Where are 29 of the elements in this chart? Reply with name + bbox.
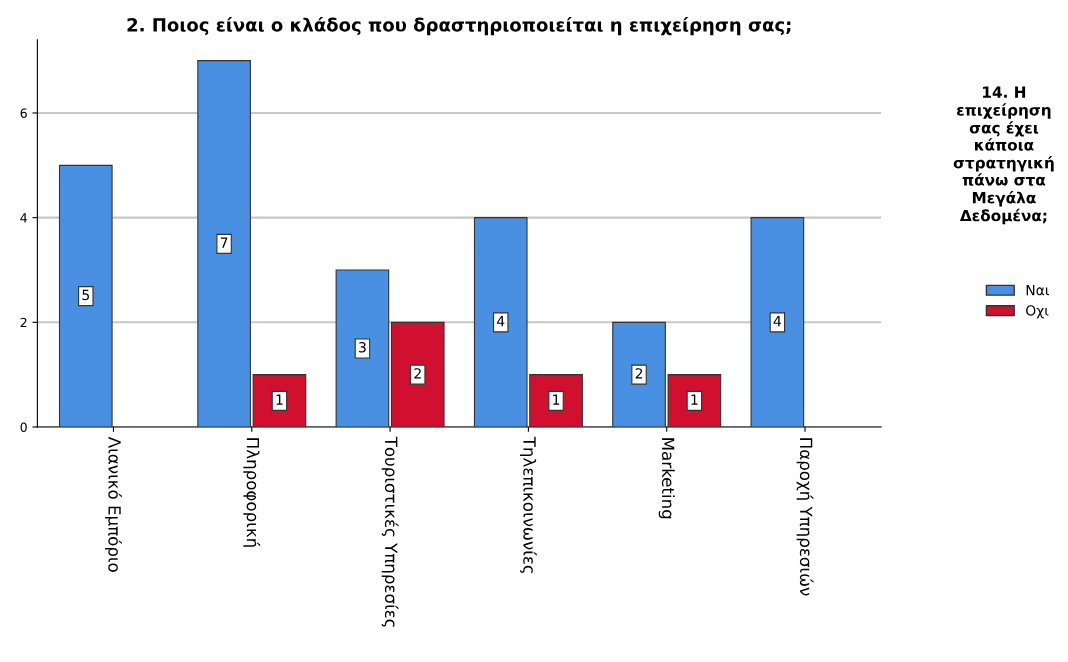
chart-title: 2. Ποιος είναι ο κλάδος που δραστηριοποιείται η επιχείρηση σας; [127, 16, 791, 36]
y-tick-label: 6 [20, 108, 27, 118]
legend-label: Οχι [1026, 305, 1049, 319]
bar [750, 217, 805, 427]
legend-title: 14. Η επιχείρηση σας έχει κάποια στρατηγική πάνω στα Μεγάλα Δεδομένα; [953, 86, 1054, 225]
y-tick-label: 4 [20, 213, 27, 223]
data-label: 1 [691, 394, 698, 405]
x-tick-label: Λιανικό Εμπόριο [105, 436, 122, 572]
x-tick-label: Πληροφορική [243, 438, 261, 547]
legend-label: Ναι [1026, 285, 1050, 296]
bar [335, 269, 390, 427]
data-label: 7 [220, 237, 228, 248]
x-tick-label: Τουριστικές Υπηρεσίες [381, 436, 399, 627]
bar [58, 164, 113, 427]
y-tick-label: 2 [20, 317, 27, 328]
bar [390, 321, 445, 427]
data-label: 2 [635, 368, 643, 379]
data-label: 3 [359, 342, 366, 353]
x-tick-label: Τηλεπικοινωνίες [519, 436, 537, 574]
bar [197, 60, 251, 427]
data-label: 4 [497, 316, 505, 327]
data-label: 4 [773, 316, 781, 327]
data-label: 2 [414, 368, 421, 379]
x-tick-label: Παροχή Υπηρεσιών [796, 438, 814, 596]
data-label: 1 [553, 394, 560, 405]
x-tick-label: Marketing [658, 438, 675, 519]
data-label: 5 [82, 289, 89, 301]
y-tick-label: 0 [20, 422, 27, 432]
data-label: 1 [276, 394, 283, 405]
